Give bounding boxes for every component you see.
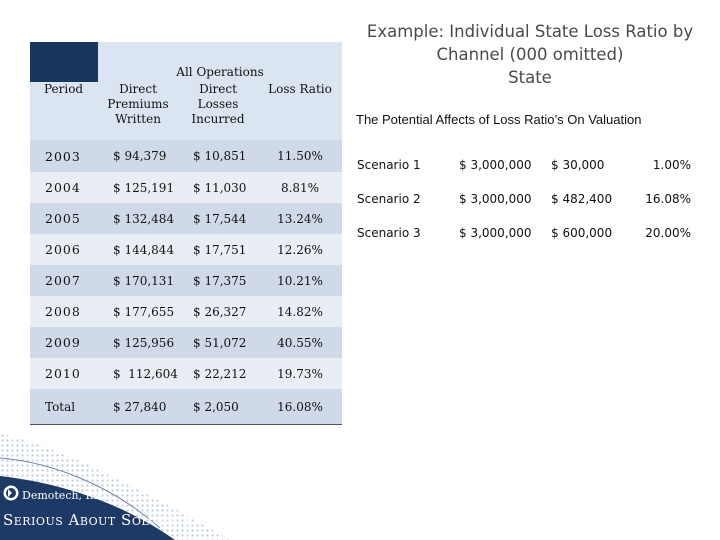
table-row: 2010 $ 112,604 $ 22,212 19.73%: [30, 358, 343, 389]
ratio-cell: 40.55%: [277, 335, 323, 350]
premiums-cell: $ 132,484: [113, 211, 175, 226]
period-cell: 2003: [45, 148, 81, 164]
header-corner: [30, 42, 98, 82]
losses-cell: $ 11,030: [193, 180, 247, 195]
premiums-cell: $ 27,840: [113, 399, 167, 414]
operations-table: All Operations Period Direct Premiums Wr…: [30, 42, 343, 424]
period-cell: 2004: [45, 180, 81, 195]
period-cell: 2008: [45, 304, 81, 319]
column-header-period: Period: [30, 82, 98, 140]
scenario-name: Scenario 1: [357, 158, 421, 172]
scenario-value: $ 3,000,000: [459, 192, 532, 206]
period-cell: 2005: [45, 211, 81, 226]
ratio-cell: 11.50%: [277, 149, 323, 163]
footer-swoosh-graphic: [0, 434, 230, 540]
table-row: 2007 $ 170,131 $ 17,375 10.21%: [30, 265, 343, 296]
premiums-cell: $ 125,956: [113, 335, 175, 350]
ratio-cell: 19.73%: [277, 366, 323, 381]
table-row: 2003 $ 94,379 $ 10,851 11.50%: [30, 140, 343, 172]
losses-cell: $ 10,851: [193, 149, 247, 163]
trademark-symbol: ®: [191, 512, 201, 521]
table-row: 2006 $ 144,844 $ 17,751 12.26%: [30, 234, 343, 265]
losses-cell: $ 17,751: [193, 242, 247, 257]
scenario-loss: $ 600,000: [551, 226, 613, 240]
operations-table-container: All Operations Period Direct Premiums Wr…: [30, 42, 343, 425]
period-cell: 2006: [45, 242, 81, 257]
losses-cell: $ 26,327: [193, 304, 247, 319]
header-premiums-line-1: Direct: [119, 82, 157, 96]
premiums-cell: $ 125,191: [113, 180, 175, 195]
column-header-direct-losses-incurred: Direct Losses Incurred: [178, 82, 258, 140]
ratio-cell: 10.21%: [277, 273, 323, 288]
ratio-cell: 8.81%: [280, 180, 320, 195]
premiums-cell: $ 112,604: [113, 366, 178, 381]
tagline-text: Serious About Solvency: [3, 511, 192, 529]
valuation-subtitle: The Potential Affects of Loss Ratio’s On…: [356, 112, 642, 127]
losses-cell: $ 22,212: [193, 366, 247, 381]
period-cell: 2010: [45, 366, 81, 381]
premiums-cell: $ 177,655: [113, 304, 175, 319]
table-row-total: Total $ 27,840 $ 2,050 16.08%: [30, 389, 343, 424]
scenario-loss: $ 30,000: [551, 158, 605, 172]
title-line-3: State: [508, 68, 552, 87]
scenario-name: Scenario 3: [357, 226, 421, 240]
period-cell: 2009: [45, 335, 81, 350]
column-header-loss-ratio: Loss Ratio: [258, 82, 343, 140]
ratio-cell: 12.26%: [277, 242, 323, 257]
company-name: Demotech, Inc.: [22, 489, 107, 502]
scenario-table: Scenario 1 $ 3,000,000 $ 30,000 1.00% Sc…: [357, 148, 691, 250]
losses-cell: $ 17,375: [193, 273, 247, 288]
ratio-cell: 13.24%: [277, 211, 323, 226]
period-cell: 2007: [45, 273, 81, 288]
scenario-row: Scenario 2 $ 3,000,000 $ 482,400 16.08%: [357, 182, 691, 216]
scenario-ratio: 20.00%: [645, 226, 691, 240]
table-row: 2005 $ 132,484 $ 17,544 13.24%: [30, 203, 343, 234]
scenario-loss: $ 482,400: [551, 192, 613, 206]
scenario-name: Scenario 2: [357, 192, 421, 206]
table-row: 2004 $ 125,191 $ 11,030 8.81%: [30, 172, 343, 203]
header-losses-line-1: Direct: [199, 82, 237, 96]
premiums-cell: $ 170,131: [113, 273, 175, 288]
footer-logo-band: [0, 428, 720, 540]
header-premiums-line-3: Written: [115, 112, 161, 126]
table-row: 2009 $ 125,956 $ 51,072 40.55%: [30, 327, 343, 358]
column-header-direct-premiums-written: Direct Premiums Written: [98, 82, 178, 140]
losses-cell: $ 2,050: [193, 399, 239, 414]
scenario-row: Scenario 1 $ 3,000,000 $ 30,000 1.00%: [357, 148, 691, 182]
period-cell: Total: [45, 399, 76, 414]
ratio-cell: 16.08%: [277, 399, 323, 414]
ratio-cell: 14.82%: [277, 304, 323, 319]
losses-cell: $ 17,544: [193, 211, 247, 226]
slide-title: Example: Individual State Loss Ratio by …: [352, 20, 708, 89]
premiums-cell: $ 144,844: [113, 242, 175, 257]
title-line-1: Example: Individual State Loss Ratio by: [366, 22, 694, 41]
demotech-logo-icon: [3, 485, 19, 501]
scenario-ratio: 16.08%: [645, 192, 691, 206]
header-losses-line-3: Incurred: [191, 112, 245, 126]
header-losses-line-2: Losses: [197, 97, 239, 111]
title-line-2: Channel (000 omitted): [436, 45, 624, 64]
table-row: 2008 $ 177,655 $ 26,327 14.82%: [30, 296, 343, 327]
scenario-value: $ 3,000,000: [459, 158, 532, 172]
scenario-ratio: 1.00%: [652, 158, 691, 172]
header-premiums-line-2: Premiums: [107, 97, 169, 111]
group-header-all-operations: All Operations: [98, 42, 343, 82]
scenario-value: $ 3,000,000: [459, 226, 532, 240]
losses-cell: $ 51,072: [193, 335, 247, 350]
company-tagline: Serious About Solvency®: [3, 511, 200, 529]
premiums-cell: $ 94,379: [113, 149, 167, 163]
scenario-row: Scenario 3 $ 3,000,000 $ 600,000 20.00%: [357, 216, 691, 250]
